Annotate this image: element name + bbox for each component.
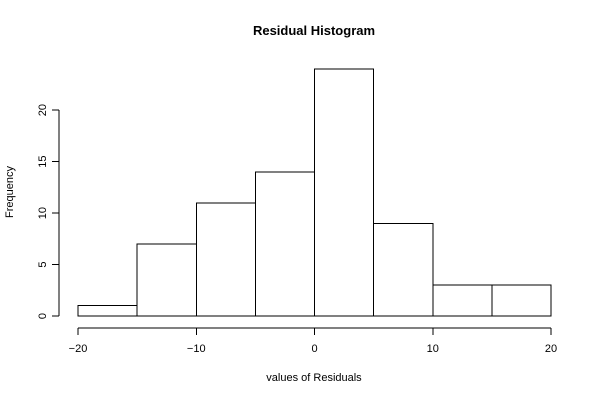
x-tick-label: 0 xyxy=(311,343,317,355)
y-tick-label: 10 xyxy=(37,207,49,219)
y-tick-label: 15 xyxy=(37,156,49,168)
y-tick-label: 5 xyxy=(37,261,49,267)
histogram-bar-7 xyxy=(491,284,552,317)
x-axis-label: values of Residuals xyxy=(266,372,362,384)
histogram-bar-5 xyxy=(373,222,434,317)
histogram-bar-1 xyxy=(136,243,197,317)
histogram-bar-4 xyxy=(314,68,375,317)
histogram-bar-0 xyxy=(77,305,138,317)
y-tick-label: 20 xyxy=(37,104,49,116)
y-tick-label: 0 xyxy=(37,313,49,319)
y-axis-label: Frequency xyxy=(4,166,16,218)
x-tick-label: 10 xyxy=(427,343,439,355)
x-tick-label: 20 xyxy=(545,343,557,355)
x-tick-label: −10 xyxy=(187,343,206,355)
histogram-bar-6 xyxy=(432,284,493,317)
chart-title: Residual Histogram xyxy=(253,23,375,38)
x-tick-label: −20 xyxy=(69,343,88,355)
y-axis: 0 5 10 15 20 xyxy=(37,104,60,319)
histogram-bar-2 xyxy=(195,202,256,317)
histogram-bar-3 xyxy=(254,171,315,317)
bars-group xyxy=(77,68,552,317)
x-axis: −20 −10 0 10 20 xyxy=(69,327,557,355)
